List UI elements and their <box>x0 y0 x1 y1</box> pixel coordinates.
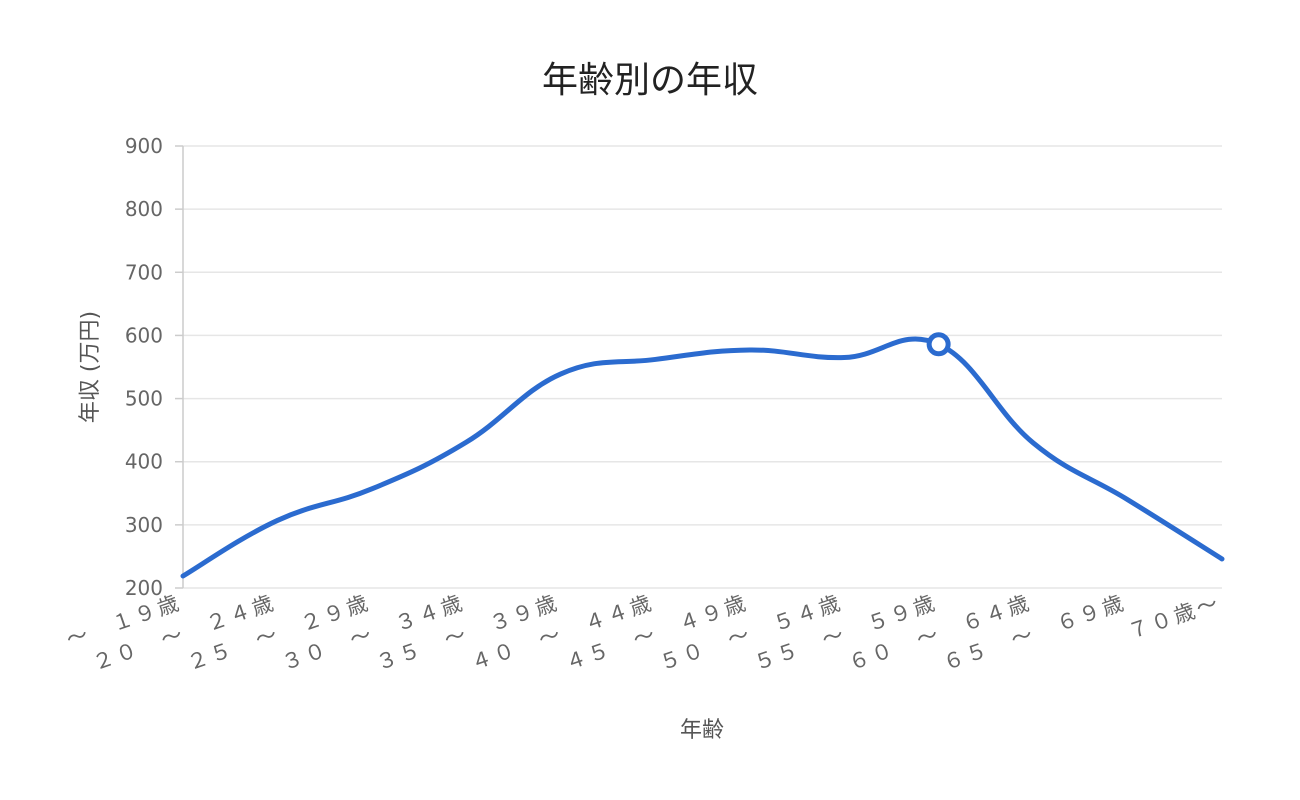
data-point <box>652 356 658 362</box>
highlighted-data-point <box>926 332 951 357</box>
data-point <box>274 517 280 523</box>
chart-title: 年齢別の年収 <box>542 60 758 101</box>
series-layer <box>180 332 1225 579</box>
data-point <box>1030 440 1036 446</box>
data-point <box>1219 556 1225 562</box>
x-axis-title: 年齢 <box>680 718 724 743</box>
data-point <box>1125 497 1131 503</box>
data-point <box>558 371 564 377</box>
y-tick-label: 800 <box>125 197 163 221</box>
y-axis-ticks: 200 300 400 500 600 700 800 900 <box>125 134 163 600</box>
y-tick-label: 600 <box>125 323 163 347</box>
data-point <box>463 439 469 445</box>
data-point <box>841 355 847 361</box>
data-point <box>747 347 753 353</box>
data-point <box>369 486 375 492</box>
data-point <box>180 573 186 579</box>
y-tick-label: 900 <box>125 134 163 158</box>
y-tick-label: 700 <box>125 260 163 284</box>
x-tick-label: ７０歳～ <box>1125 590 1224 644</box>
series-line <box>180 336 1225 579</box>
y-tick-label: 400 <box>125 450 163 474</box>
y-axis-title: 年収 (万円) <box>78 311 103 423</box>
y-tick-label: 500 <box>125 387 163 411</box>
y-tick-label: 200 <box>125 576 163 600</box>
grid-lines <box>175 145 1222 589</box>
y-tick-label: 300 <box>125 513 163 537</box>
